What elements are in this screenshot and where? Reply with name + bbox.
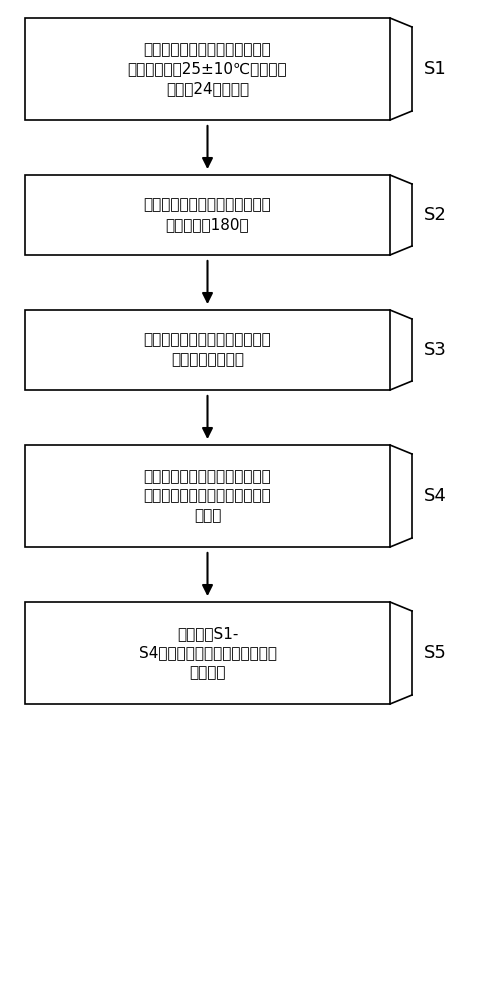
- Text: S1: S1: [424, 60, 447, 78]
- Text: 样品线下端悬挂预定重量的负载
，并保持预定时间: 样品线下端悬挂预定重量的负载 ，并保持预定时间: [144, 333, 271, 367]
- Text: 重复步骤S1-
S4，本次扭曲方向与上一次扭曲
方向相反: 重复步骤S1- S4，本次扭曲方向与上一次扭曲 方向相反: [138, 626, 277, 680]
- Text: 取表面平整的扁形电梯电缆作为
样品线，并在25±10℃环境温度
下静置24小时以上: 取表面平整的扁形电梯电缆作为 样品线，并在25±10℃环境温度 下静置24小时以…: [128, 42, 287, 96]
- Text: S4: S4: [424, 487, 447, 505]
- Text: 将样品线上端固定，下端朝左或
朝右扭曲至180度: 将样品线上端固定，下端朝左或 朝右扭曲至180度: [144, 198, 271, 232]
- Bar: [25, 602, 390, 704]
- Text: S5: S5: [424, 644, 447, 662]
- Bar: [25, 310, 390, 390]
- Text: S3: S3: [424, 341, 447, 359]
- Bar: [25, 175, 390, 255]
- Text: S2: S2: [424, 206, 447, 224]
- Bar: [25, 18, 390, 120]
- Bar: [25, 445, 390, 547]
- Text: 去掉负载后，测量第一间隔时间
以及第二间隔时间后的样品线的
扭转角: 去掉负载后，测量第一间隔时间 以及第二间隔时间后的样品线的 扭转角: [144, 469, 271, 523]
